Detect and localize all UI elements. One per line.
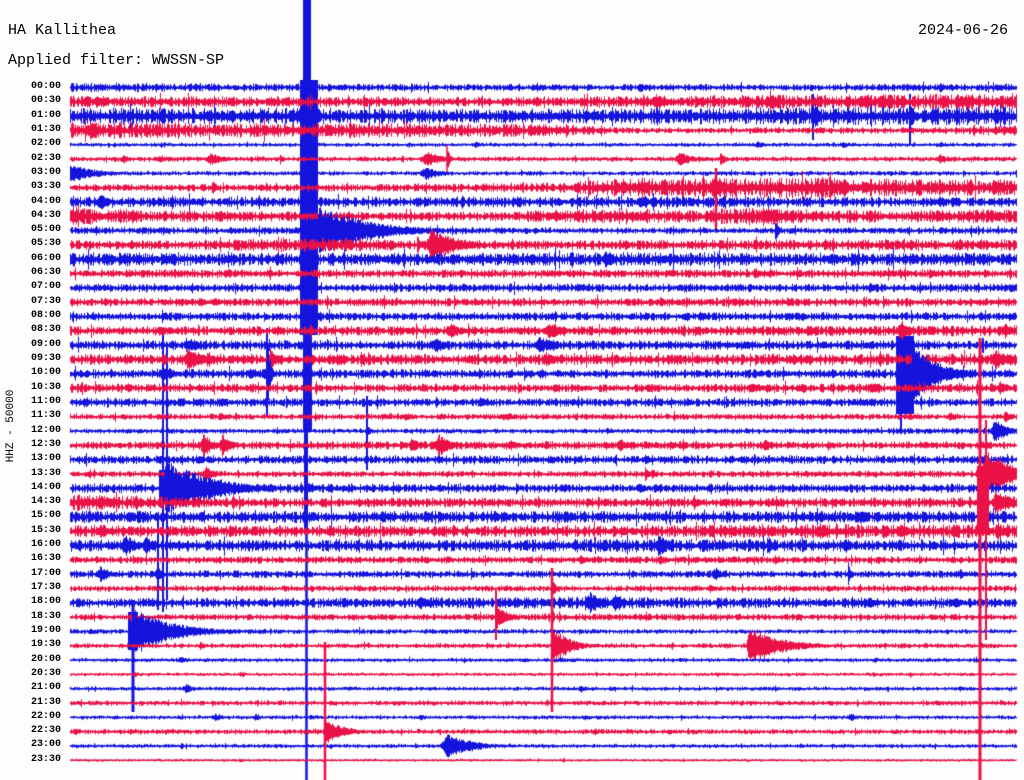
- time-label: 00:30: [30, 95, 61, 107]
- time-label: 19:00: [30, 624, 61, 636]
- time-label: 08:00: [30, 310, 61, 322]
- time-label: 02:00: [30, 138, 61, 150]
- time-label: 10:00: [30, 367, 61, 379]
- time-label: 04:00: [30, 195, 61, 207]
- time-label: 17:00: [30, 567, 61, 579]
- time-label: 08:30: [30, 324, 61, 336]
- time-label: 20:30: [30, 667, 61, 679]
- time-label: 15:00: [30, 510, 61, 522]
- time-label: 16:30: [30, 553, 61, 565]
- time-label: 23:30: [30, 753, 61, 765]
- date-label: 2024-06-26: [917, 22, 1008, 39]
- time-axis: 00:00 00:30 01:00 01:30 02:00 02:30 03:00 03:30…: [0, 0, 62, 780]
- time-label: 13:30: [30, 467, 61, 479]
- time-label: 22:00: [30, 710, 61, 722]
- time-label: 00:00: [30, 81, 61, 92]
- time-label: 17:30: [30, 582, 61, 594]
- time-label: 09:30: [30, 352, 61, 364]
- time-label: 09:00: [30, 338, 61, 350]
- time-label: 01:00: [30, 109, 61, 121]
- time-label: 07:00: [30, 281, 61, 293]
- time-label: 23:00: [30, 739, 61, 751]
- time-label: 06:30: [30, 267, 61, 279]
- time-label: 12:00: [30, 424, 61, 436]
- station-name: HA Kallithea: [8, 22, 117, 39]
- filter-label: Applied filter: WWSSN-SP: [8, 52, 225, 69]
- time-label: 02:30: [30, 152, 61, 164]
- time-label: 13:00: [30, 453, 61, 465]
- time-label: 15:30: [30, 524, 61, 536]
- time-label: 01:30: [30, 123, 61, 135]
- time-label: 21:00: [30, 682, 61, 694]
- time-label: 19:30: [30, 639, 61, 651]
- time-label: 06:00: [30, 252, 61, 264]
- time-label: 16:00: [30, 539, 61, 551]
- time-label: 22:30: [30, 725, 61, 737]
- time-label: 07:30: [30, 295, 61, 307]
- time-label: 05:00: [30, 224, 61, 236]
- time-label: 14:30: [30, 496, 61, 508]
- time-label: 14:00: [30, 481, 61, 493]
- time-label: 11:30: [30, 410, 61, 422]
- time-label: 18:00: [30, 596, 61, 608]
- time-label: 05:30: [30, 238, 61, 250]
- time-label: 11:00: [30, 395, 61, 407]
- time-label: 12:30: [30, 438, 61, 450]
- time-label: 10:30: [30, 381, 61, 393]
- time-label: 18:30: [30, 610, 61, 622]
- time-label: 03:00: [30, 166, 61, 178]
- time-label: 20:00: [30, 653, 61, 665]
- time-label: 04:30: [30, 209, 61, 221]
- time-label: 21:30: [30, 696, 61, 708]
- time-label: 03:30: [30, 181, 61, 193]
